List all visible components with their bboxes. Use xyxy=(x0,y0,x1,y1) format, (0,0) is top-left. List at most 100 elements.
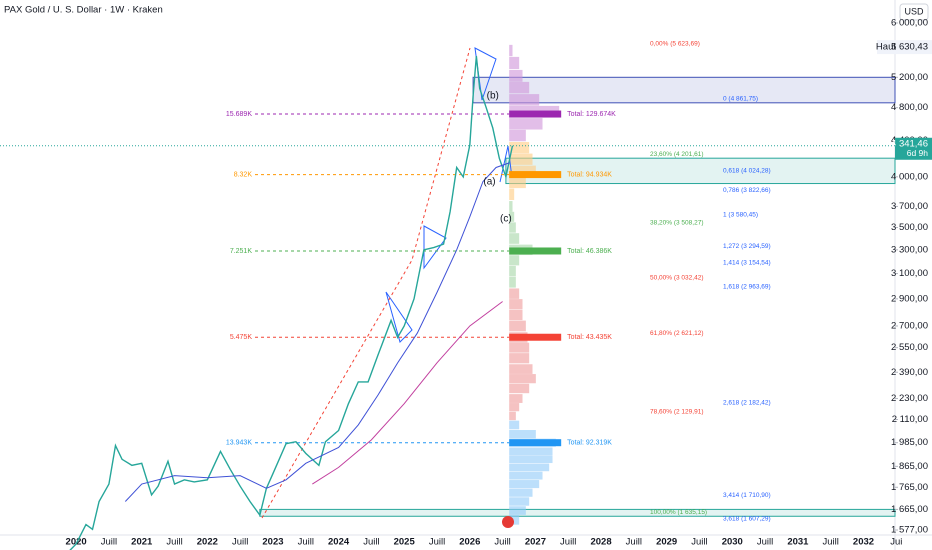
profile-bar xyxy=(509,81,530,94)
profile-bar xyxy=(509,480,540,489)
fib-extension-label: 1 (3 580,45) xyxy=(723,212,758,219)
y-tick-label: 1 577,00 xyxy=(891,525,928,536)
profile-bar xyxy=(509,188,515,201)
x-tick-label: 2029 xyxy=(656,537,677,548)
fib-retracement-label: 78,60% (2 129,91) xyxy=(650,409,703,416)
profile-bar xyxy=(509,69,523,82)
y-tick-label: 1 865,00 xyxy=(891,461,928,472)
y-tick-label: 2 900,00 xyxy=(891,293,928,304)
poc-total: Total: 94.934K xyxy=(567,171,612,178)
patterns xyxy=(261,47,513,519)
x-tick-label: 2027 xyxy=(525,537,546,548)
price-line xyxy=(124,162,510,502)
y-tick-label: 3 500,00 xyxy=(891,222,928,233)
x-tick-label: Juill xyxy=(232,537,248,548)
y-tick-label: 5 200,00 xyxy=(891,72,928,83)
y-tick-label: 3 300,00 xyxy=(891,244,928,255)
profile-bar xyxy=(509,488,533,497)
poc-total: Total: 43.435K xyxy=(567,334,612,341)
poc-volume: 5.475K xyxy=(230,334,253,341)
price-line xyxy=(69,55,514,550)
x-tick-label: 2032 xyxy=(853,537,874,548)
zone xyxy=(472,76,896,104)
profile-bar xyxy=(509,420,520,430)
fib-extension-label: 3,414 (1 710,90) xyxy=(723,492,771,499)
wave-label: (c) xyxy=(500,214,512,225)
profile-bar xyxy=(509,288,520,299)
x-tick-label: Juill xyxy=(757,537,773,548)
currency-button[interactable] xyxy=(899,3,929,21)
y-tick-label: 1 665,00 xyxy=(891,504,928,515)
profile-bar xyxy=(509,342,530,353)
poc-bar xyxy=(509,171,562,179)
fib-retracement-label: 61,80% (2 621,12) xyxy=(650,330,703,337)
x-tick-label: 2022 xyxy=(197,537,218,548)
profile-bar xyxy=(509,94,540,106)
y-tick-label: 2 230,00 xyxy=(891,393,928,404)
y-tick-label: 2 390,00 xyxy=(891,367,928,378)
wave-label: (b) xyxy=(487,91,499,102)
x-tick-label: 2021 xyxy=(131,537,153,548)
x-tick-label: Juill xyxy=(298,537,314,548)
poc-volume: 15.689K xyxy=(226,111,252,118)
profile-bar xyxy=(509,141,530,154)
fib-extension-label: 0,786 (3 822,66) xyxy=(723,187,771,194)
chart-title: PAX Gold / U. S. Dollar · 1W · Kraken xyxy=(4,5,163,16)
x-tick-label: Juill xyxy=(101,537,117,548)
profile-bar xyxy=(509,276,516,288)
profile-bar xyxy=(509,430,536,439)
poc-bar xyxy=(509,247,562,255)
x-tick-label: Juill xyxy=(691,537,707,548)
poc-volume: 7.251K xyxy=(230,248,253,255)
last-price: 4 341,46 xyxy=(891,138,928,149)
high-label: Haut xyxy=(876,42,896,53)
last-price-tag xyxy=(895,137,932,160)
y-tick-label: 2 700,00 xyxy=(891,320,928,331)
profile-bar xyxy=(509,153,533,165)
fib-retracement-label: 38,20% (3 508,27) xyxy=(650,219,703,226)
profile-bar xyxy=(509,497,530,506)
high-value: 5 630,43 xyxy=(891,42,928,53)
y-tick-label: 2 550,00 xyxy=(891,342,928,353)
profile-bar xyxy=(509,44,513,57)
y-tick-label: 1 765,00 xyxy=(891,482,928,493)
x-tick-label: 2028 xyxy=(590,537,611,548)
price-line xyxy=(312,301,503,485)
x-tick-label: 2026 xyxy=(459,537,480,548)
profile-bar xyxy=(509,299,523,310)
x-tick-label: 2030 xyxy=(722,537,743,548)
poc-total: Total: 129.674K xyxy=(567,111,616,118)
profile-bar xyxy=(509,233,520,244)
profile-bar xyxy=(509,129,526,142)
poc-volume: 13.943K xyxy=(226,440,252,447)
fib-retracement-label: 100,00% (1 635,15) xyxy=(650,509,707,516)
fib-extension-label: 0 (4 861,75) xyxy=(723,96,758,103)
profile-bar xyxy=(509,211,515,222)
profile-bar xyxy=(509,455,553,464)
poc-volume: 8.32K xyxy=(234,171,253,178)
x-tick-label: 2031 xyxy=(787,537,809,548)
x-tick-label: 2023 xyxy=(262,537,283,548)
event-icon[interactable] xyxy=(502,516,514,528)
profile-bar xyxy=(509,118,543,130)
y-tick-label: 6 000,00 xyxy=(891,18,928,29)
poc-bar xyxy=(509,439,562,447)
x-tick-label: 2020 xyxy=(66,537,87,548)
x-tick-label: 2025 xyxy=(394,537,416,548)
profile-bar xyxy=(509,364,533,374)
poc-bar xyxy=(509,110,562,118)
profile-bar xyxy=(509,255,520,266)
profile-bar xyxy=(509,506,526,515)
zone xyxy=(505,157,896,185)
x-tick-label: Juill xyxy=(363,537,379,548)
profile-bar xyxy=(509,309,523,321)
high-tag xyxy=(877,40,932,55)
fib-retracement-label: 0,00% (5 623,69) xyxy=(650,40,700,47)
profile-bar xyxy=(509,411,516,421)
currency[interactable]: USD xyxy=(904,6,924,16)
fib-extension-label: 1,272 (3 294,59) xyxy=(723,243,771,250)
countdown: 6d 9h xyxy=(907,148,929,158)
wave-label: (a) xyxy=(483,176,495,187)
poc-total: Total: 92.319K xyxy=(567,440,612,447)
